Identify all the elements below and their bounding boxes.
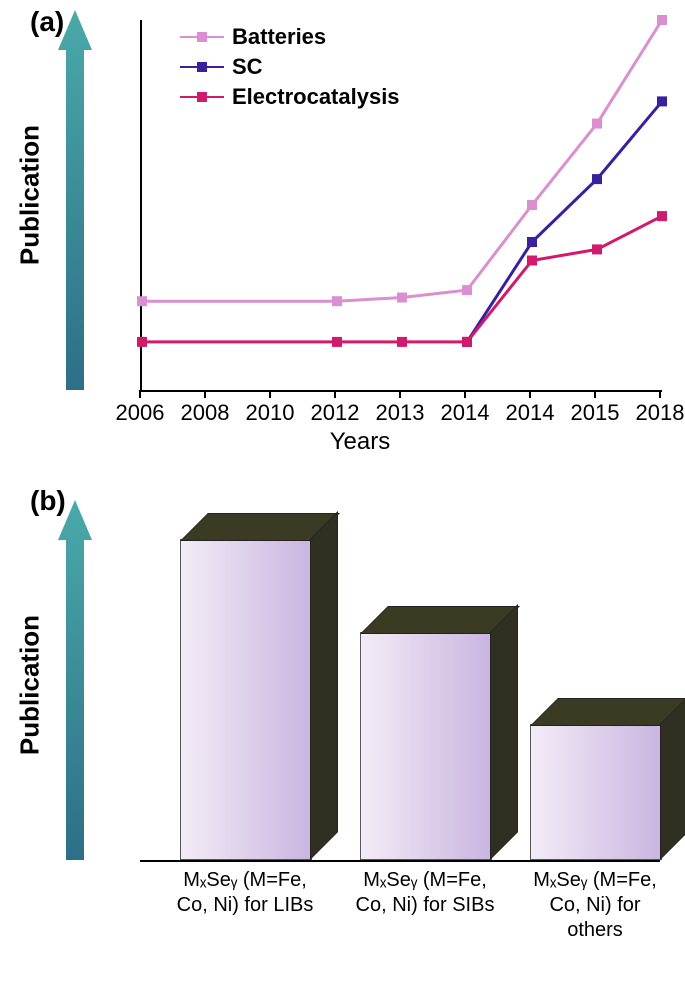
- bar-front: [530, 724, 662, 860]
- series-marker: [657, 15, 667, 25]
- x-tick: [399, 390, 401, 398]
- series-marker: [397, 293, 407, 303]
- bar-label: MₓSeᵧ (M=Fe,Co, Ni) forothers: [510, 868, 680, 943]
- legend-item: Electrocatalysis: [180, 82, 400, 112]
- legend-swatch-line: [180, 96, 224, 98]
- legend-label: Electrocatalysis: [232, 84, 400, 110]
- figure-root: (a) Publication 200620082010201220132014…: [0, 0, 685, 985]
- legend-a: Batteries SC Electrocatalysis: [180, 22, 400, 112]
- series-marker: [657, 96, 667, 106]
- x-tick-label: 2006: [116, 400, 165, 426]
- x-tick: [594, 390, 596, 398]
- x-tick-label: 2018: [636, 400, 685, 426]
- legend-label: SC: [232, 54, 263, 80]
- legend-item: SC: [180, 52, 400, 82]
- series-marker: [462, 285, 472, 295]
- x-tick-label: 2013: [376, 400, 425, 426]
- legend-swatch-marker: [197, 92, 207, 102]
- legend-swatch-line: [180, 36, 224, 38]
- x-axis-title-a: Years: [50, 428, 670, 456]
- plot-area-b: [140, 510, 660, 860]
- legend-swatch-marker: [197, 32, 207, 42]
- series-marker: [592, 119, 602, 129]
- series-marker: [527, 256, 537, 266]
- series-marker: [137, 337, 147, 347]
- series-line: [142, 216, 662, 342]
- bar: [530, 700, 685, 860]
- bar-side: [310, 511, 338, 860]
- x-tick: [659, 390, 661, 398]
- x-tick: [139, 390, 141, 398]
- x-tick-label: 2015: [571, 400, 620, 426]
- y-axis-arrow-b: [56, 500, 94, 860]
- bar: [360, 608, 516, 860]
- series-marker: [137, 296, 147, 306]
- bar-front: [180, 539, 312, 860]
- series-marker: [462, 337, 472, 347]
- x-tick-label: 2012: [311, 400, 360, 426]
- series-marker: [657, 211, 667, 221]
- series-marker: [592, 174, 602, 184]
- bar-label: MₓSeᵧ (M=Fe,Co, Ni) for LIBs: [160, 868, 330, 918]
- legend-label: Batteries: [232, 24, 326, 50]
- series-marker: [332, 296, 342, 306]
- legend-swatch-marker: [197, 62, 207, 72]
- x-tick: [269, 390, 271, 398]
- x-tick: [204, 390, 206, 398]
- series-marker: [527, 237, 537, 247]
- y-axis-arrow-a: [56, 10, 94, 390]
- x-tick: [529, 390, 531, 398]
- bar-front: [360, 632, 492, 860]
- series-marker: [527, 200, 537, 210]
- x-axis-line-b: [140, 860, 660, 862]
- bar: [180, 515, 336, 860]
- chart-b: Publication MₓSeᵧ (M=Fe,Co, Ni) for LIBs…: [50, 490, 670, 970]
- series-marker: [397, 337, 407, 347]
- bar-label: MₓSeᵧ (M=Fe,Co, Ni) for SIBs: [340, 868, 510, 918]
- x-tick: [334, 390, 336, 398]
- bar-side: [490, 604, 518, 860]
- chart-a: Publication 2006200820102012201320142014…: [50, 10, 670, 460]
- legend-swatch-line: [180, 66, 224, 68]
- bar-side: [660, 696, 685, 860]
- legend-item: Batteries: [180, 22, 400, 52]
- series-marker: [592, 244, 602, 254]
- series-marker: [332, 337, 342, 347]
- x-tick-label: 2010: [246, 400, 295, 426]
- x-tick-label: 2014: [506, 400, 555, 426]
- x-tick-label: 2014: [441, 400, 490, 426]
- x-tick-label: 2008: [181, 400, 230, 426]
- x-tick: [464, 390, 466, 398]
